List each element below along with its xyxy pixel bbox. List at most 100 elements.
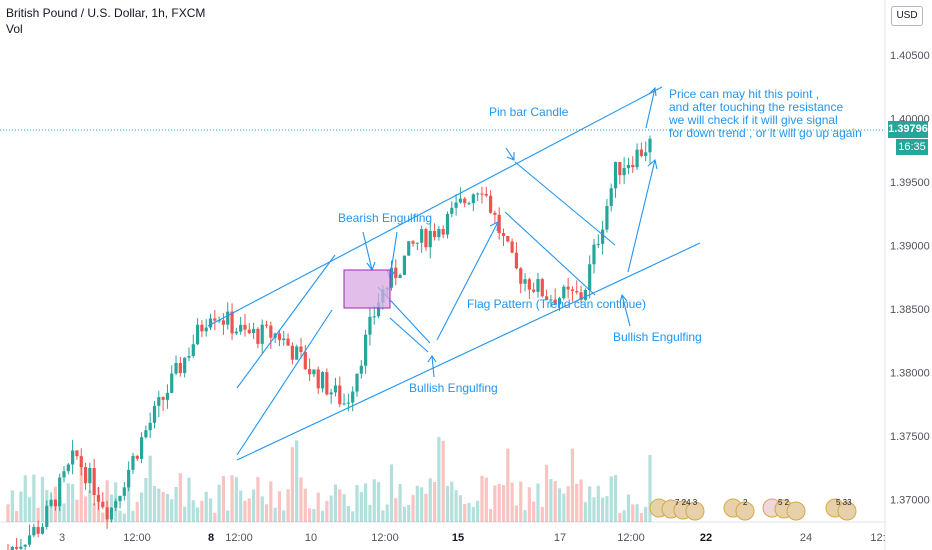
volume-bar bbox=[463, 503, 467, 522]
volume-bar bbox=[139, 492, 144, 522]
trend-drawings[interactable] bbox=[207, 86, 701, 461]
candle-body bbox=[476, 193, 480, 195]
arrow-head-2 bbox=[647, 158, 658, 170]
candle-body bbox=[213, 318, 217, 321]
volume-bar bbox=[36, 507, 40, 522]
candle-body bbox=[58, 477, 62, 507]
volume-bar bbox=[553, 480, 557, 522]
volume-bar bbox=[510, 482, 514, 522]
volume-bar bbox=[62, 503, 66, 522]
candle-body bbox=[157, 397, 161, 406]
engulfing-box[interactable] bbox=[343, 269, 391, 309]
volume-bar bbox=[71, 484, 75, 522]
arrow-bull-2-head bbox=[619, 293, 628, 304]
volume-bar bbox=[239, 490, 243, 522]
time-tick-label: 8 bbox=[208, 532, 214, 544]
candle-body bbox=[139, 437, 144, 459]
volume-bar bbox=[484, 477, 488, 522]
volume-bar bbox=[368, 504, 372, 522]
volume-bar bbox=[523, 510, 527, 522]
candle-body bbox=[519, 268, 523, 284]
volume-bar bbox=[480, 475, 484, 522]
candle-body bbox=[174, 362, 178, 374]
event-group-3: 5 2 bbox=[762, 498, 806, 521]
candle-body bbox=[420, 229, 424, 243]
volume-bar bbox=[174, 486, 178, 522]
volume-bars bbox=[6, 437, 652, 522]
volume-bar bbox=[575, 483, 579, 522]
arrow-up-3 bbox=[645, 87, 656, 129]
candle-body bbox=[510, 241, 514, 253]
volume-bar bbox=[75, 499, 79, 522]
volume-bar bbox=[458, 495, 463, 522]
event-markers[interactable]: 7 24 3 2 5 2 5 33 bbox=[649, 498, 857, 521]
volume-bar bbox=[204, 491, 208, 522]
candle-body bbox=[579, 292, 583, 300]
candle-body bbox=[71, 450, 75, 465]
volume-bar bbox=[540, 506, 544, 522]
volume-bar bbox=[592, 497, 596, 522]
volume-bar bbox=[476, 500, 480, 522]
volume-bar bbox=[217, 484, 221, 522]
candle-body bbox=[575, 291, 579, 293]
currency-button[interactable]: USD bbox=[891, 6, 923, 26]
volume-bar bbox=[398, 484, 402, 522]
candle-body bbox=[114, 501, 118, 508]
time-axis[interactable]: 3 12:00 8 12:00 10 12:00 15 17 12:00 22 24 12: bbox=[59, 532, 886, 544]
candle-body bbox=[152, 405, 157, 423]
volume-bar bbox=[420, 487, 424, 522]
time-tick-label: 17 bbox=[554, 532, 566, 544]
volume-bar bbox=[372, 479, 376, 522]
candle-body bbox=[428, 230, 432, 248]
volume-bar bbox=[295, 440, 299, 522]
volume-bar bbox=[83, 496, 88, 522]
candle-body bbox=[342, 403, 346, 405]
volume-bar bbox=[195, 507, 200, 522]
volume-bar bbox=[441, 440, 445, 522]
volume-bar bbox=[286, 489, 290, 522]
volume-bar bbox=[19, 491, 23, 522]
volume-bar bbox=[402, 506, 407, 522]
candle-body bbox=[450, 207, 454, 214]
volume-bar bbox=[596, 485, 600, 522]
candle-body bbox=[178, 362, 182, 373]
candle-body bbox=[226, 311, 230, 325]
volume-bar bbox=[27, 497, 32, 522]
volume-bar bbox=[376, 482, 381, 522]
price-note-line-1: Price can may hit this point , bbox=[669, 87, 819, 101]
candle-body bbox=[592, 244, 596, 265]
volume-bar bbox=[213, 512, 217, 522]
candle-body bbox=[549, 299, 553, 301]
time-tick-label: 12:00 bbox=[123, 532, 151, 544]
price-tick-label: 1.40500 bbox=[890, 50, 930, 62]
event-count: 5 33 bbox=[836, 498, 852, 507]
volume-bar bbox=[208, 498, 213, 522]
volume-bar bbox=[135, 501, 139, 522]
volume-bar bbox=[514, 505, 519, 522]
candle-body bbox=[105, 507, 109, 520]
candle-body bbox=[609, 188, 613, 207]
bearish-engulfing-label: Bearish Engulfing bbox=[338, 211, 432, 225]
candle-body bbox=[83, 467, 88, 484]
candle-body bbox=[269, 325, 273, 338]
flag-pattern-label: Flag Pattern (Trend can continue) bbox=[467, 297, 646, 311]
volume-bar bbox=[88, 490, 92, 522]
volume-bar bbox=[308, 508, 312, 522]
candle-body bbox=[277, 333, 282, 341]
event-group-4: 5 33 bbox=[825, 498, 857, 521]
volume-bar bbox=[454, 490, 458, 522]
candle-body bbox=[260, 324, 264, 344]
price-tick-label: 1.37000 bbox=[890, 495, 930, 507]
volume-bar bbox=[247, 498, 251, 522]
candle-body bbox=[588, 264, 592, 290]
volume-bar bbox=[544, 464, 549, 522]
candle-body bbox=[135, 455, 139, 459]
candle-body bbox=[234, 331, 238, 334]
price-axis[interactable]: 1.405001.400001.395001.390001.385001.380… bbox=[890, 50, 930, 550]
symbol-title[interactable]: British Pound / U.S. Dollar, 1h, FXCM bbox=[6, 6, 206, 20]
volume-bar bbox=[157, 488, 161, 522]
volume-indicator-label[interactable]: Vol bbox=[6, 22, 23, 36]
volume-bar bbox=[178, 473, 182, 522]
volume-bar bbox=[562, 493, 566, 522]
